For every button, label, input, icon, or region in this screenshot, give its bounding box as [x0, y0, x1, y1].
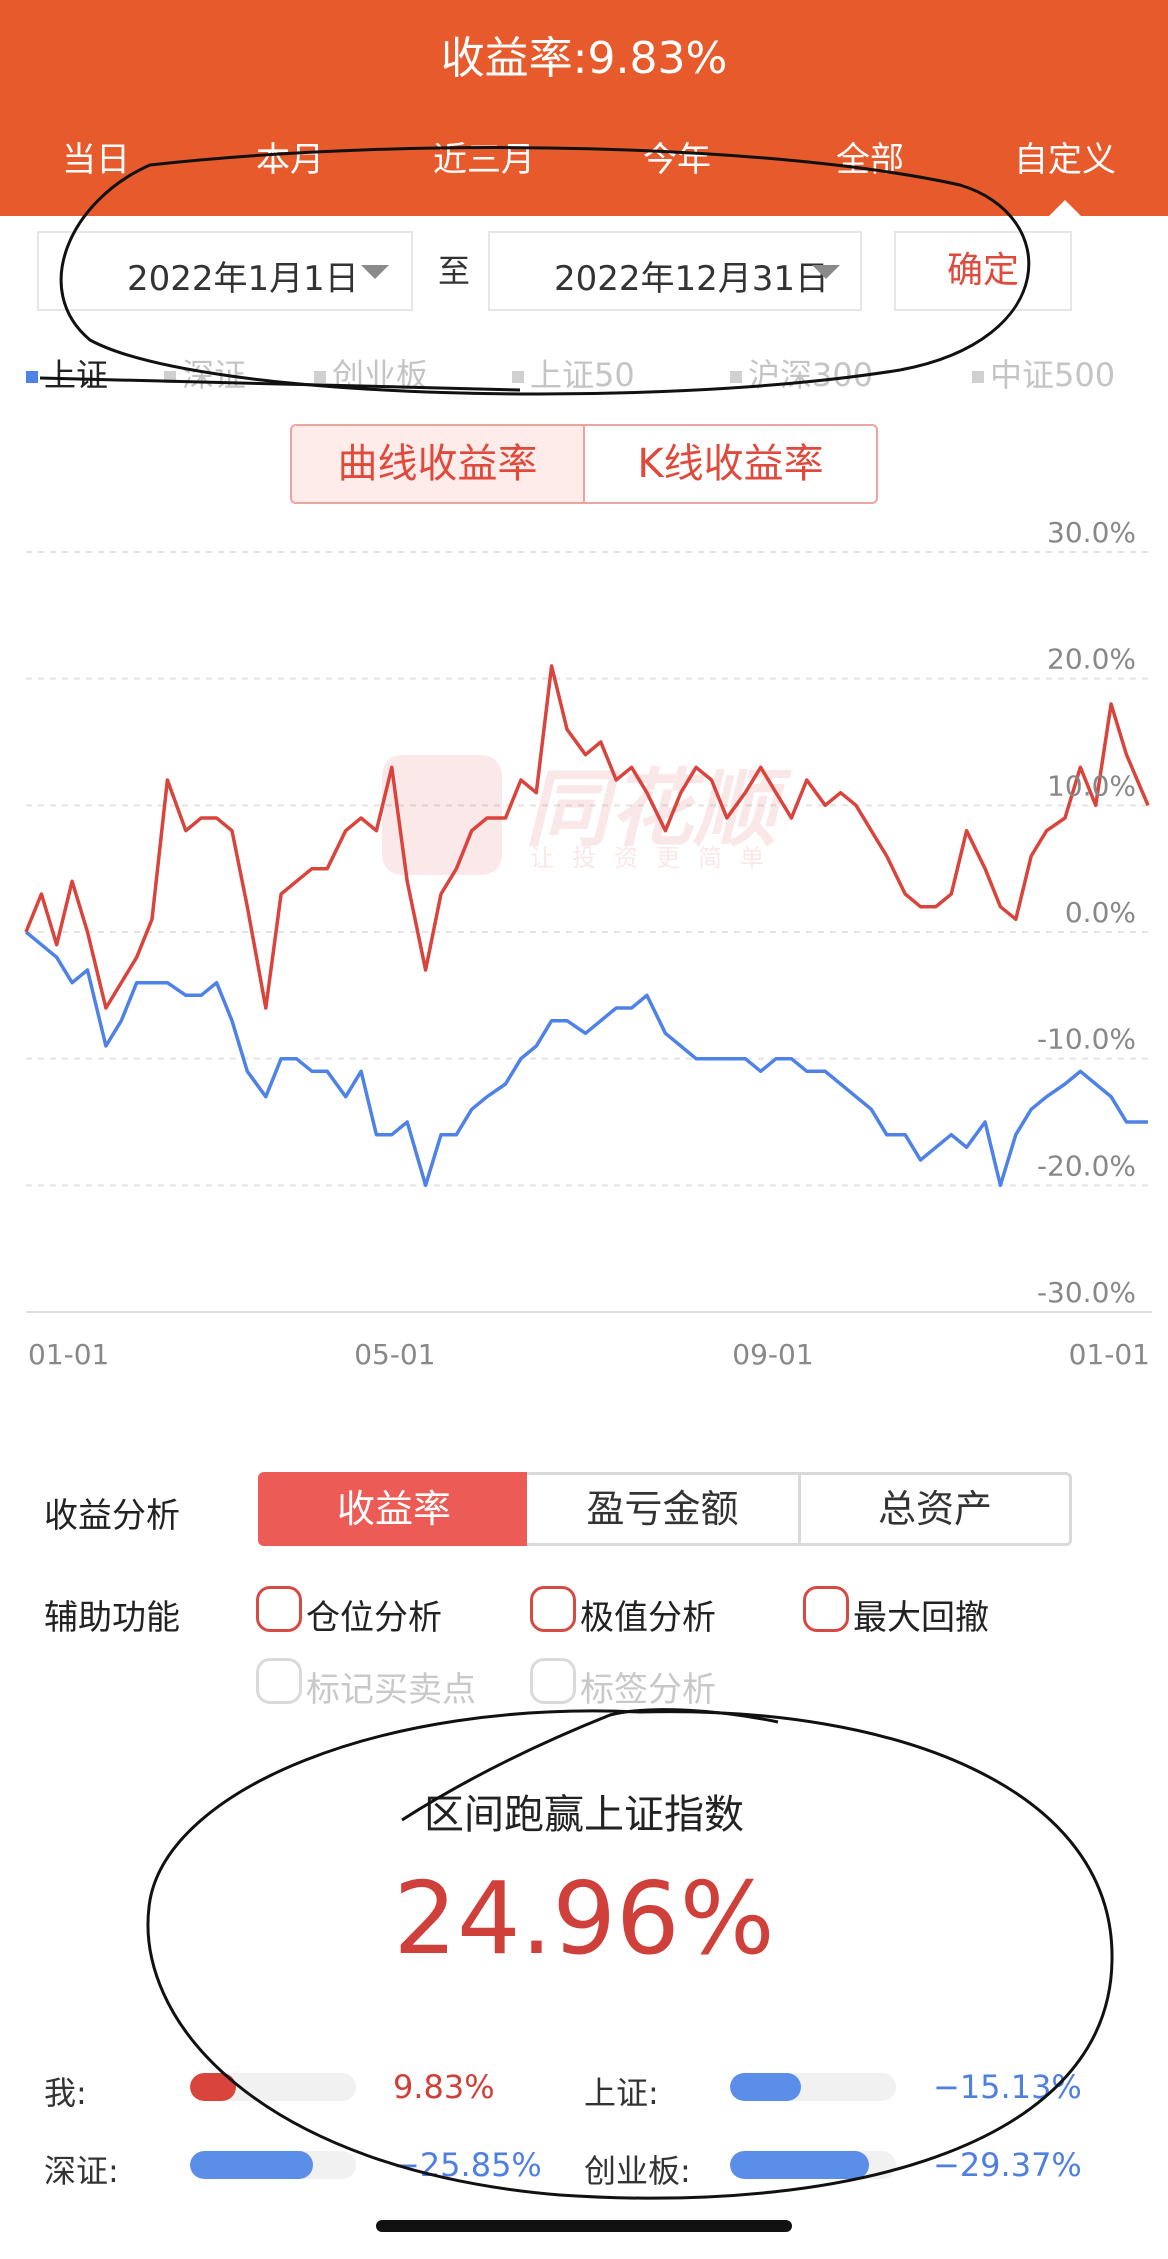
- my-return-line: [24, 664, 1150, 1010]
- chart-mode-toggle: 曲线收益率 K线收益率: [290, 424, 878, 504]
- x-tick-label: 09-01: [732, 1338, 813, 1371]
- y-tick-label: 30.0%: [1047, 520, 1136, 549]
- return-rate-segment[interactable]: 收益率: [258, 1472, 530, 1546]
- index-hs300[interactable]: 沪深300: [730, 350, 873, 396]
- index-zz500[interactable]: 中证500: [972, 350, 1115, 396]
- buy-sell-marks-checkbox[interactable]: [256, 1658, 302, 1704]
- tag-analysis-label: 标签分析: [580, 1670, 716, 1710]
- tab-custom[interactable]: 自定义: [1014, 140, 1116, 180]
- chevron-down-icon: [812, 265, 840, 279]
- watermark-slogan: 让投资更简单: [530, 844, 782, 872]
- start-date-value: 2022年1月1日: [127, 259, 359, 299]
- y-tick-label: 0.0%: [1065, 896, 1136, 929]
- y-tick-label: -10.0%: [1037, 1023, 1136, 1056]
- my-return-bar: [190, 2073, 356, 2101]
- sz-return-bar: [190, 2151, 356, 2179]
- x-tick-label: 01-01: [28, 1338, 109, 1371]
- extreme-analysis-checkbox[interactable]: [530, 1586, 576, 1632]
- legend-square-icon: [164, 371, 176, 383]
- tab-three-months[interactable]: 近三月: [433, 140, 535, 180]
- analysis-label: 收益分析: [44, 1496, 180, 1536]
- index-label: 深证: [182, 356, 247, 394]
- position-analysis-label: 仓位分析: [306, 1598, 442, 1638]
- tab-today[interactable]: 当日: [62, 140, 130, 180]
- legend-square-icon: [512, 371, 524, 383]
- profit-amount-segment[interactable]: 盈亏金额: [527, 1472, 801, 1546]
- date-separator: 至: [438, 252, 471, 290]
- watermark-brand: 同花顺: [525, 760, 792, 858]
- x-tick-label: 05-01: [354, 1338, 435, 1371]
- index-label: 中证500: [990, 356, 1116, 394]
- legend-square-icon: [26, 371, 38, 383]
- y-tick-label: 10.0%: [1047, 769, 1136, 802]
- end-date-value: 2022年12月31日: [554, 259, 830, 299]
- y-tick-label: -30.0%: [1037, 1276, 1136, 1309]
- extreme-analysis-label: 极值分析: [580, 1598, 716, 1638]
- index-gem[interactable]: 创业板: [314, 350, 428, 396]
- max-drawdown-label: 最大回撤: [853, 1598, 989, 1638]
- index-sh[interactable]: 上证: [26, 350, 108, 396]
- annotation-strike-line: [39, 376, 521, 392]
- watermark: 同花顺 让投资更简单: [382, 755, 792, 875]
- page-title: 收益率:9.83%: [440, 33, 728, 84]
- chart-grid: [26, 551, 1152, 1313]
- x-tick-label: 01-01: [1069, 1338, 1150, 1371]
- my-return-value: 9.83%: [393, 2068, 495, 2106]
- index-label: 创业板: [332, 356, 429, 394]
- start-date-picker[interactable]: 2022年1月1日: [37, 231, 413, 311]
- x-axis-labels: 01-01 05-01 09-01 01-01: [28, 1338, 1150, 1371]
- outperform-title: 区间跑赢上证指数: [424, 1792, 744, 1838]
- home-indicator: [376, 2220, 792, 2232]
- index-label: 上证: [44, 356, 109, 394]
- active-tab-indicator: [1048, 200, 1082, 217]
- tab-this-month[interactable]: 本月: [256, 140, 324, 180]
- sh-return-bar: [730, 2073, 896, 2101]
- end-date-picker[interactable]: 2022年12月31日: [488, 231, 862, 311]
- position-analysis-checkbox[interactable]: [256, 1586, 302, 1632]
- sz-return-label: 深证:: [44, 2152, 119, 2190]
- return-chart[interactable]: 同花顺 让投资更简单 30.0% 20.0% 10.0% 0.0% -10.0% -20.…: [0, 520, 1168, 1380]
- index-line: [24, 930, 1148, 1188]
- y-tick-label: 20.0%: [1047, 643, 1136, 676]
- my-return-label: 我:: [44, 2074, 87, 2112]
- tag-analysis-checkbox[interactable]: [530, 1658, 576, 1704]
- aux-label: 辅助功能: [44, 1598, 180, 1638]
- my-return-bar-fill: [190, 2073, 237, 2101]
- index-sh50[interactable]: 上证50: [512, 350, 635, 396]
- chevron-down-icon: [361, 265, 389, 279]
- index-sz[interactable]: 深证: [164, 350, 246, 396]
- gem-return-bar: [730, 2151, 896, 2179]
- y-axis-labels: 30.0% 20.0% 10.0% 0.0% -10.0% -20.0% -30.0%: [1037, 520, 1136, 1309]
- total-assets-segment[interactable]: 总资产: [798, 1472, 1072, 1546]
- legend-square-icon: [730, 371, 742, 383]
- tab-this-year[interactable]: 今年: [643, 140, 711, 180]
- index-label: 沪深300: [748, 356, 874, 394]
- gem-return-label: 创业板:: [584, 2152, 691, 2190]
- sz-return-bar-fill: [190, 2151, 313, 2179]
- max-drawdown-checkbox[interactable]: [803, 1586, 849, 1632]
- confirm-button[interactable]: 确定: [894, 231, 1072, 311]
- kline-return-button[interactable]: K线收益率: [637, 441, 824, 487]
- sh-return-value: −15.13%: [933, 2068, 1082, 2106]
- watermark-logo-icon: [382, 755, 502, 875]
- outperform-value: 24.96%: [393, 1860, 775, 1977]
- gem-return-bar-fill: [730, 2151, 870, 2179]
- y-tick-label: -20.0%: [1037, 1149, 1136, 1182]
- sh-return-bar-fill: [730, 2073, 802, 2101]
- gem-return-value: −29.37%: [933, 2146, 1082, 2184]
- legend-square-icon: [972, 371, 984, 383]
- sh-return-label: 上证:: [584, 2074, 659, 2112]
- tab-all[interactable]: 全部: [836, 140, 904, 180]
- curve-return-button[interactable]: 曲线收益率: [292, 426, 585, 502]
- index-label: 上证50: [530, 356, 635, 394]
- buy-sell-marks-label: 标记买卖点: [306, 1670, 476, 1710]
- legend-square-icon: [314, 371, 326, 383]
- sz-return-value: −25.85%: [393, 2146, 542, 2184]
- chart-series: [24, 664, 1150, 1188]
